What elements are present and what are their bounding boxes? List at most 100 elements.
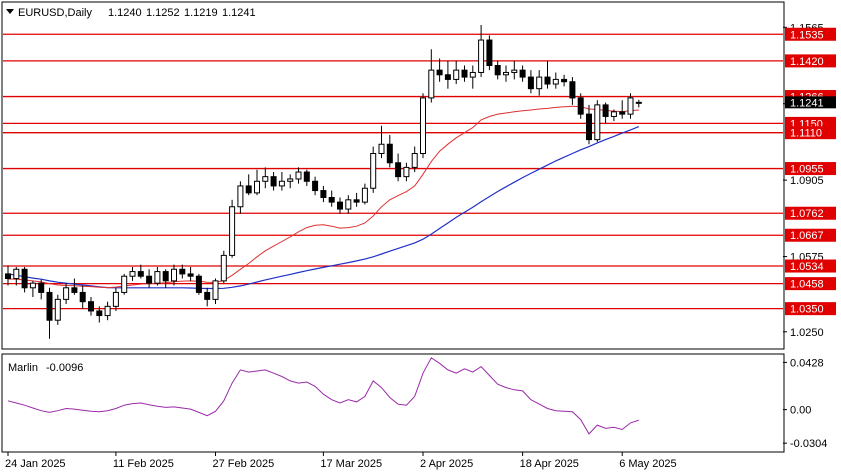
indicator-value: -0.0096 (46, 362, 83, 374)
bearish-candle (320, 190, 327, 198)
bearish-candle (337, 201, 343, 210)
bullish-candle (212, 280, 219, 300)
bearish-candle (353, 199, 360, 203)
bearish-candle (71, 287, 78, 293)
indicator-tick-label: 0.0428 (790, 357, 824, 369)
level-tag (785, 27, 836, 41)
bullish-candle (121, 275, 128, 293)
bearish-candle (79, 291, 86, 303)
bearish-candle (5, 273, 11, 280)
current-price-label: 1.1241 (790, 97, 824, 109)
bearish-candle (195, 275, 202, 293)
candles (5, 24, 642, 339)
bearish-candle (619, 111, 626, 115)
low-value: 1.1219 (184, 7, 218, 19)
bullish-candle (610, 111, 617, 117)
level-tag (785, 162, 836, 176)
bearish-candle (96, 310, 103, 317)
time-tick-label: 24 Jan 2025 (5, 458, 66, 470)
time-tick-label: 17 Mar 2025 (320, 458, 382, 470)
level-tag (785, 126, 836, 140)
bullish-candle (104, 305, 111, 317)
bullish-candle (171, 268, 177, 282)
bullish-candle (361, 187, 368, 203)
level-tag-label: 1.1420 (790, 56, 824, 68)
bullish-candle (635, 101, 642, 104)
bearish-candle (395, 162, 402, 178)
time-axis: 24 Jan 2025 11 Feb 2025 27 Feb 2025 17 Mar … (5, 452, 677, 470)
bearish-candle (561, 78, 568, 83)
bearish-candle (303, 171, 310, 182)
time-tick-label: 6 May 2025 (619, 458, 676, 470)
price-pane[interactable] (1, 1, 785, 350)
bearish-candle (312, 180, 319, 192)
level-tag-label: 1.0667 (790, 230, 824, 242)
level-tag-label: 1.0762 (790, 208, 824, 220)
bearish-candle (386, 143, 393, 164)
collapse-triangle-icon[interactable] (6, 9, 14, 14)
close-value: 1.1241 (222, 7, 256, 19)
indicator-pane[interactable] (1, 353, 785, 453)
indicator-tick-label: -0.0304 (790, 438, 827, 450)
bearish-candle (486, 39, 493, 67)
level-tag-label: 1.1110 (790, 128, 822, 140)
bullish-candle (154, 271, 161, 284)
bullish-candle (220, 254, 227, 282)
bearish-candle (146, 275, 153, 284)
level-tag-label: 1.0534 (790, 261, 824, 273)
bullish-candle (29, 282, 36, 289)
bullish-candle (378, 143, 385, 155)
indicator-tick-label: 0.00 (790, 405, 811, 417)
bearish-candle (88, 301, 94, 312)
level-tag-label: 1.0458 (790, 279, 824, 291)
bullish-candle (237, 185, 244, 208)
level-tag (785, 302, 836, 316)
indicator-axis: 0.0428 0.00 -0.0304 (783, 357, 827, 450)
bullish-candle (469, 71, 476, 78)
bullish-candle (287, 178, 294, 182)
moving-averages (7, 105, 640, 290)
bullish-candle (278, 180, 285, 187)
bearish-candle (519, 69, 526, 78)
bullish-candle (594, 104, 601, 141)
bullish-candle (503, 71, 509, 76)
bearish-candle (586, 113, 592, 141)
bearish-candle (494, 65, 501, 76)
high-value: 1.1252 (146, 7, 180, 19)
level-tag-label: 1.0955 (790, 164, 824, 176)
bullish-candle (13, 268, 20, 280)
bearish-candle (204, 291, 211, 300)
bullish-candle (511, 69, 518, 73)
red-moving-average-line (7, 105, 639, 289)
bearish-candle (187, 273, 194, 277)
bearish-candle (544, 76, 551, 85)
level-tag (785, 206, 836, 220)
indicator-name: Marlin (8, 362, 38, 374)
bullish-candle (552, 78, 559, 85)
bearish-candle (270, 176, 277, 187)
bullish-candle (428, 69, 435, 99)
bearish-candle (602, 104, 609, 117)
bullish-candle (295, 171, 302, 180)
bullish-candle (370, 153, 377, 189)
horizontal-levels (3, 33, 783, 310)
bearish-candle (527, 76, 534, 90)
level-tag (785, 54, 836, 68)
level-tag-label: 1.0350 (790, 304, 824, 316)
bearish-candle (162, 271, 169, 282)
time-tick-label: 27 Feb 2025 (213, 458, 275, 470)
time-tick-label: 2 Apr 2025 (420, 458, 473, 470)
price-tick-label: 1.0250 (790, 327, 824, 339)
bullish-candle (627, 97, 634, 115)
bearish-candle (179, 268, 186, 275)
bullish-candle (262, 176, 269, 182)
bullish-candle (403, 166, 410, 178)
bullish-candle (536, 76, 543, 90)
marlin-series (7, 357, 639, 435)
bullish-candle (63, 287, 70, 300)
bullish-candle (345, 199, 352, 210)
bullish-candle (420, 97, 426, 155)
bullish-candle (453, 69, 460, 80)
bearish-candle (444, 74, 451, 80)
